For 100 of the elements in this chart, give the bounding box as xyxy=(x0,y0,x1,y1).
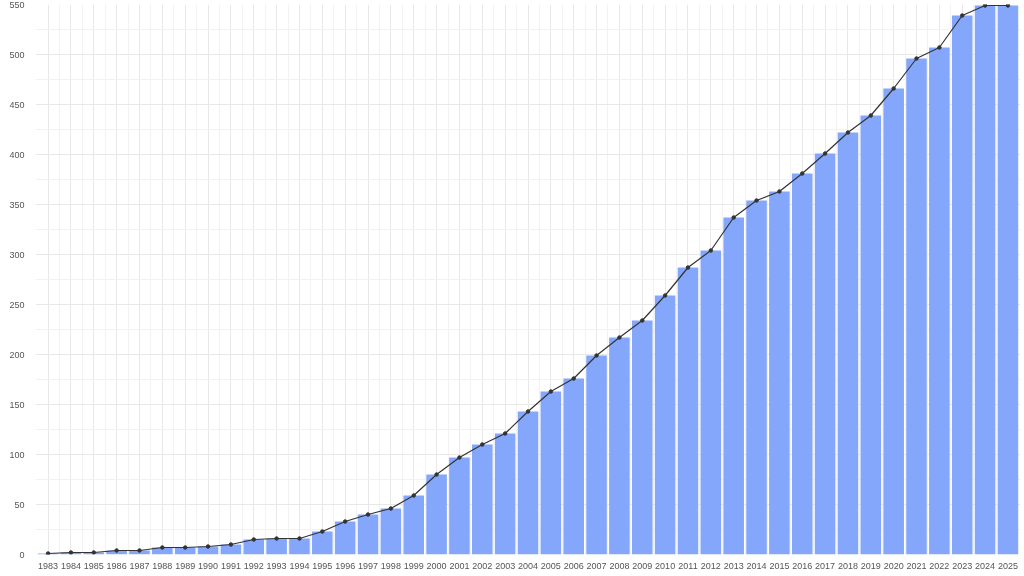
point xyxy=(959,13,965,18)
x-tick-label: 1985 xyxy=(83,560,104,571)
bar xyxy=(243,539,265,555)
bar xyxy=(860,115,882,555)
x-tick-label: 2018 xyxy=(837,560,858,571)
point xyxy=(114,548,119,553)
x-tick-label: 1998 xyxy=(380,560,401,571)
bar xyxy=(586,355,607,555)
x-tick-label: 2023 xyxy=(952,560,973,571)
y-tick-label: 150 xyxy=(9,399,25,410)
x-tick-label: 2002 xyxy=(472,560,493,571)
x-tick-label: 2020 xyxy=(883,560,904,571)
point xyxy=(571,376,576,381)
point xyxy=(937,45,942,50)
bar xyxy=(334,521,356,555)
bar xyxy=(883,88,904,555)
point xyxy=(685,265,691,270)
x-tick-label: 1984 xyxy=(60,560,81,571)
x-tick-label: 1992 xyxy=(243,560,264,571)
bar xyxy=(974,5,996,555)
x-tick-label: 2009 xyxy=(632,560,653,571)
point xyxy=(274,536,279,541)
bar xyxy=(563,378,584,555)
x-tick-label: 1993 xyxy=(266,560,287,571)
point xyxy=(525,409,531,414)
bar xyxy=(357,514,379,555)
point xyxy=(777,189,782,194)
y-tick-label: 500 xyxy=(9,49,25,60)
point xyxy=(891,86,896,91)
x-tick-label: 1994 xyxy=(289,560,310,571)
y-tick-label: 550 xyxy=(9,0,25,10)
point xyxy=(502,431,508,436)
bar xyxy=(906,58,927,555)
point xyxy=(708,248,714,253)
point xyxy=(297,536,302,541)
point xyxy=(594,353,599,358)
bar xyxy=(449,457,470,555)
x-tick-label: 1989 xyxy=(175,560,196,571)
point xyxy=(662,293,668,298)
x-tick-label: 2022 xyxy=(929,560,950,571)
point xyxy=(68,550,74,555)
point xyxy=(205,544,211,549)
y-tick-label: 350 xyxy=(9,199,25,210)
point xyxy=(457,455,462,460)
point xyxy=(182,545,188,550)
bar xyxy=(472,444,493,555)
bar xyxy=(654,295,676,555)
y-tick-label: 200 xyxy=(9,349,25,360)
x-tick-label: 1990 xyxy=(198,560,219,571)
x-tick-label: 2011 xyxy=(678,560,698,571)
bar xyxy=(631,320,653,555)
bar xyxy=(700,250,722,555)
point xyxy=(868,113,874,118)
x-tick-label: 2010 xyxy=(655,560,676,571)
point xyxy=(548,389,554,394)
x-tick-label: 2001 xyxy=(449,560,470,571)
y-tick-label: 450 xyxy=(9,99,25,110)
point xyxy=(388,506,394,511)
x-tick-label: 2004 xyxy=(517,560,539,571)
point xyxy=(617,335,622,340)
x-tick-label: 1988 xyxy=(152,560,173,571)
point xyxy=(640,318,645,323)
bar xyxy=(997,5,1019,555)
x-tick-label: 2013 xyxy=(723,560,744,571)
y-tick-label: 100 xyxy=(9,449,25,460)
x-tick-label: 2016 xyxy=(792,560,813,571)
x-tick-label: 2012 xyxy=(700,560,721,571)
x-tick-label: 2003 xyxy=(495,560,516,571)
point xyxy=(822,151,828,156)
x-tick-label: 1987 xyxy=(129,560,150,571)
bar xyxy=(517,411,539,555)
bar xyxy=(312,531,333,555)
bar xyxy=(929,47,950,555)
x-tick-label: 2025 xyxy=(997,560,1018,571)
bar xyxy=(814,153,836,555)
x-tick-label: 1991 xyxy=(220,560,241,571)
point xyxy=(754,198,759,203)
x-tick-label: 1996 xyxy=(335,560,356,571)
bar xyxy=(791,173,813,555)
x-tick-label: 2008 xyxy=(609,560,630,571)
point xyxy=(160,545,165,550)
x-tick-label: 2006 xyxy=(563,560,584,571)
point xyxy=(251,537,256,542)
point xyxy=(320,529,325,534)
y-tick-label: 300 xyxy=(9,249,25,260)
bar xyxy=(403,495,425,555)
point xyxy=(1005,4,1011,8)
point xyxy=(342,519,348,524)
bar xyxy=(494,433,516,555)
point xyxy=(731,215,736,220)
bar xyxy=(951,15,973,555)
bar xyxy=(266,538,287,555)
point xyxy=(91,550,97,555)
x-tick-label: 1995 xyxy=(312,560,333,571)
point xyxy=(914,56,919,61)
y-tick-label: 0 xyxy=(19,549,25,560)
bar xyxy=(677,267,699,555)
bar xyxy=(746,200,767,555)
point xyxy=(800,171,805,176)
bar xyxy=(289,538,310,555)
